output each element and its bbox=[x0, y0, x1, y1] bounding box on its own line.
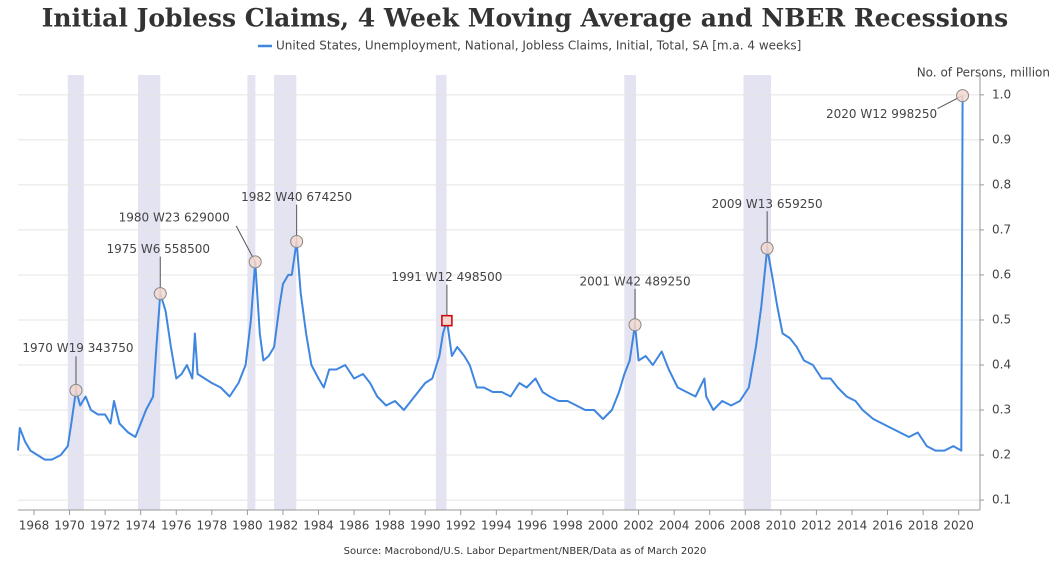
y-tick-label: 0.3 bbox=[992, 403, 1011, 417]
x-tick-label: 2010 bbox=[766, 519, 797, 533]
x-tick-label: 2006 bbox=[694, 519, 725, 533]
annotation-label: 1975 W6 558500 bbox=[107, 242, 210, 256]
annotation-marker bbox=[290, 235, 304, 249]
x-tick-label: 1968 bbox=[19, 519, 50, 533]
annotation-marker bbox=[628, 318, 642, 332]
annotation-label: 1991 W12 498500 bbox=[391, 270, 502, 284]
annotation-marker bbox=[248, 255, 262, 269]
x-tick-label: 2014 bbox=[837, 519, 868, 533]
x-tick-label: 2020 bbox=[943, 519, 974, 533]
x-tick-label: 1976 bbox=[161, 519, 192, 533]
y-tick-label: 0.9 bbox=[992, 132, 1011, 146]
x-tick-label: 1998 bbox=[552, 519, 583, 533]
source: Source: Macrobond/U.S. Labor Department/… bbox=[344, 546, 707, 557]
annotation-label: 1982 W40 674250 bbox=[241, 190, 352, 204]
y-axis-label: No. of Persons, million bbox=[917, 66, 1050, 80]
annotation-marker bbox=[760, 241, 774, 255]
recession-band bbox=[274, 75, 297, 510]
annotation-label: 2009 W13 659250 bbox=[712, 197, 823, 211]
recession-band bbox=[435, 75, 447, 510]
y-tick-label: 0.7 bbox=[992, 222, 1011, 236]
x-tick-label: 2018 bbox=[908, 519, 939, 533]
x-tick-label: 2012 bbox=[801, 519, 832, 533]
annotation-marker bbox=[441, 314, 453, 327]
x-tick-label: 1994 bbox=[481, 519, 512, 533]
x-tick-label: 2008 bbox=[730, 519, 761, 533]
x-tick-label: 2004 bbox=[659, 519, 690, 533]
x-tick-label: 1986 bbox=[339, 519, 370, 533]
x-tick-label: 1988 bbox=[374, 519, 405, 533]
annotation-label: 2020 W12 998250 bbox=[826, 107, 937, 121]
x-tick-label: 1996 bbox=[517, 519, 548, 533]
x-tick-label: 1982 bbox=[268, 519, 299, 533]
annotation-label: 1970 W19 343750 bbox=[22, 341, 133, 355]
x-tick-label: 1984 bbox=[303, 519, 334, 533]
annotation-label: 1980 W23 629000 bbox=[119, 210, 230, 224]
recession-band bbox=[138, 75, 161, 510]
y-tick-label: 1.0 bbox=[992, 87, 1011, 101]
x-tick-label: 1972 bbox=[90, 519, 121, 533]
y-tick-label: 0.6 bbox=[992, 267, 1011, 281]
legend-label: United States, Unemployment, National, J… bbox=[276, 39, 801, 53]
y-tick-label: 0.5 bbox=[992, 312, 1011, 326]
annotation-label: 2001 W42 489250 bbox=[579, 274, 690, 288]
x-tick-label: 1990 bbox=[410, 519, 441, 533]
y-tick-label: 0.1 bbox=[992, 493, 1011, 507]
recession-band bbox=[624, 75, 636, 510]
x-tick-label: 1992 bbox=[445, 519, 476, 533]
x-tick-label: 1978 bbox=[197, 519, 228, 533]
x-tick-label: 2000 bbox=[588, 519, 619, 533]
recession-band bbox=[247, 75, 256, 510]
line bbox=[17, 95, 964, 461]
x-tick-label: 2002 bbox=[623, 519, 654, 533]
leader-line bbox=[235, 225, 256, 263]
chart-title: Initial Jobless Claims, 4 Week Moving Av… bbox=[42, 4, 1009, 33]
y-tick-label: 0.4 bbox=[992, 358, 1011, 372]
recession-band bbox=[743, 75, 772, 510]
x-tick-label: 1980 bbox=[232, 519, 263, 533]
annotation-marker bbox=[153, 287, 167, 301]
annotation-marker bbox=[69, 383, 83, 397]
x-tick-label: 1970 bbox=[54, 519, 85, 533]
x-tick-label: 2016 bbox=[872, 519, 903, 533]
annotation-marker bbox=[956, 89, 970, 103]
y-tick-label: 0.8 bbox=[992, 177, 1011, 191]
x-tick-label: 1974 bbox=[125, 519, 156, 533]
y-tick-label: 0.2 bbox=[992, 448, 1011, 462]
